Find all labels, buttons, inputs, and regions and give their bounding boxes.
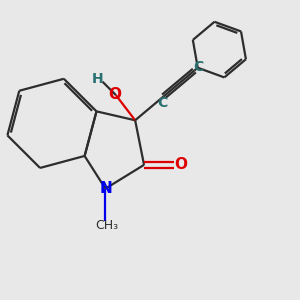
Text: C: C (157, 96, 167, 110)
Text: O: O (174, 157, 187, 172)
Text: N: N (100, 181, 112, 196)
Text: C: C (194, 60, 204, 74)
Text: H: H (92, 72, 104, 86)
Text: CH₃: CH₃ (95, 219, 119, 232)
Text: O: O (108, 87, 121, 102)
